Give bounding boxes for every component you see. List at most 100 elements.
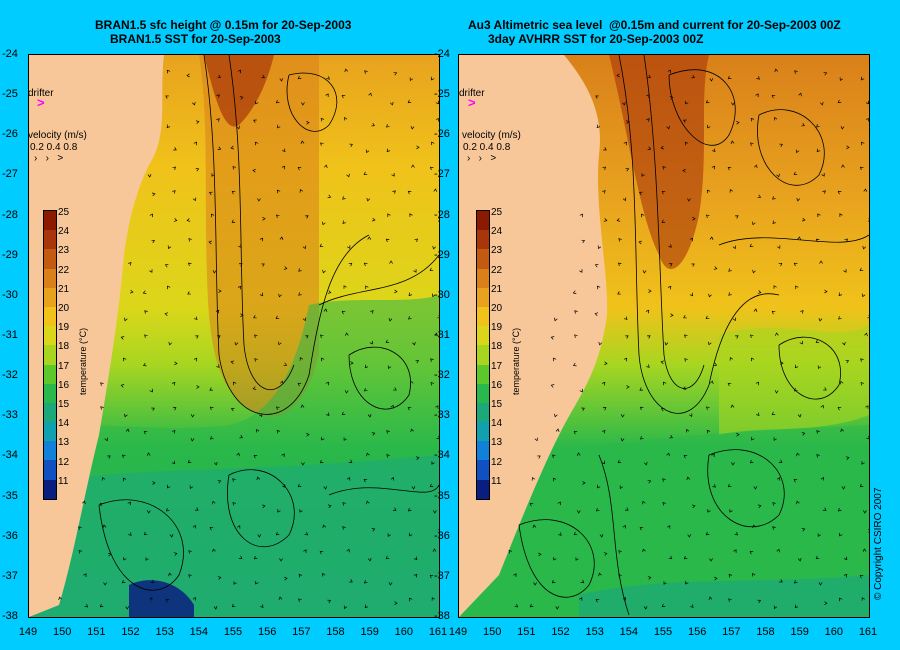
current-arrow [594,312,599,316]
current-arrow [579,388,583,393]
current-arrow [142,290,147,294]
right-map-panel [458,54,870,618]
current-arrow [393,387,397,391]
current-arrow [297,382,302,387]
current-arrow [776,476,781,481]
current-arrow [322,269,326,274]
current-arrow [648,289,652,293]
current-arrow [682,168,686,173]
current-arrow [430,76,435,81]
current-arrow [407,99,412,104]
current-arrow [601,381,606,386]
current-arrow [801,528,806,532]
current-arrow [429,483,434,488]
current-arrow [365,149,370,154]
current-arrow [820,404,824,409]
current-arrow [408,292,413,297]
current-arrow [142,362,147,367]
current-arrow [257,534,262,538]
current-arrow [598,572,602,577]
right-drifter-label: drifter [459,88,485,99]
current-arrow [435,100,439,105]
current-arrow [275,531,280,536]
left-velocity-label: velocity (m/s) [28,130,87,141]
current-arrow [392,507,397,511]
current-arrow [259,237,264,242]
current-arrow [641,173,645,177]
current-arrow [839,213,843,217]
current-arrow [756,76,760,80]
colorbar-tick-label: 20 [491,303,503,314]
current-arrow [409,532,413,537]
current-arrow [166,69,171,74]
current-arrow [710,380,714,385]
current-arrow [714,576,718,581]
current-arrow [305,215,309,219]
right-sst-map [459,55,869,617]
current-arrow [820,476,825,481]
current-arrow [192,524,197,529]
current-arrow [299,189,304,193]
current-arrow [278,596,283,600]
current-arrow [278,293,282,298]
current-arrow [276,406,280,410]
current-arrow [164,312,169,316]
current-arrow [709,78,714,82]
current-arrow [685,428,690,433]
current-arrow [689,292,694,297]
current-arrow [727,483,732,488]
current-arrow [513,573,517,577]
current-arrow [346,173,350,178]
current-arrow [640,436,644,440]
colorbar-tick-label: 18 [491,341,503,353]
current-arrow [862,548,867,552]
right-velocity-scale: 0.2 0.4 0.8 [463,142,511,153]
current-arrow [554,413,558,418]
current-arrow [692,216,696,221]
current-arrow [796,197,801,202]
current-arrow [344,390,349,394]
current-arrow [801,217,806,222]
current-arrow [686,476,691,481]
current-arrow [284,576,288,581]
current-arrow [750,142,754,146]
current-arrow [192,596,197,601]
current-arrow [860,381,865,386]
current-arrow [728,292,732,296]
y-tick-label: -25 [2,88,18,101]
current-arrow [817,213,821,217]
current-arrow [774,390,779,394]
current-arrow [838,292,843,297]
current-arrow [779,579,783,583]
current-arrow [367,236,372,240]
current-arrow [750,117,755,122]
current-arrow [120,336,125,340]
current-arrow [279,78,284,82]
colorbar-swatch [477,383,489,403]
y-tick-label: -30 [434,288,450,301]
current-arrow [603,552,608,556]
current-arrow [363,388,368,392]
x-tick-label: 160 [394,626,413,638]
current-arrow [412,341,416,346]
current-arrow [394,289,398,294]
current-arrow [691,263,695,267]
current-arrow [574,334,578,338]
current-arrow [601,460,606,465]
current-arrow [667,525,671,529]
current-arrow [647,335,651,339]
current-arrow [301,102,305,106]
current-arrow [323,308,328,312]
current-arrow [303,549,307,553]
current-arrow [387,365,392,370]
current-arrow [234,341,239,346]
current-arrow [736,432,740,437]
current-arrow [730,404,735,408]
current-arrow [823,71,828,76]
current-arrow [121,579,126,584]
current-arrow [664,341,669,346]
current-arrow [708,293,712,298]
x-tick-label: 151 [517,626,536,638]
current-arrow [728,268,732,272]
current-arrow [193,141,198,146]
